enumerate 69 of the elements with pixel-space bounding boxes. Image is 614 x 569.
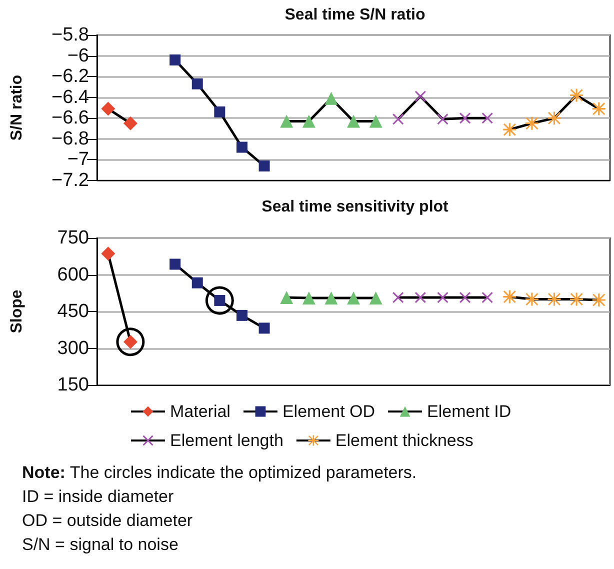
point: [192, 277, 203, 288]
point: [116, 328, 145, 356]
point: [482, 292, 493, 304]
point: [192, 78, 203, 90]
point: [324, 92, 338, 105]
point: [460, 292, 471, 304]
text: ID = inside diameter: [22, 486, 175, 508]
point: [258, 160, 270, 172]
point: [258, 322, 270, 334]
y-tick-label: 150: [57, 374, 89, 396]
point: [392, 292, 404, 304]
y-tick-label: −5.8: [51, 24, 89, 46]
point: [347, 292, 360, 305]
y-tick-label: −6.4: [51, 86, 90, 108]
y-tick-label: −6: [67, 45, 89, 66]
legend-label: Element OD: [282, 402, 376, 421]
point: [280, 291, 294, 304]
y-tick-label: 750: [57, 228, 89, 248]
legend-label: Element length: [170, 431, 284, 450]
point: [414, 90, 426, 102]
y-tick-label: −7: [67, 149, 89, 170]
point: [214, 106, 226, 118]
point: [205, 286, 234, 315]
legend-label: Element thickness: [335, 431, 474, 450]
y-tick-label: −7.2: [51, 170, 89, 191]
point: [414, 292, 426, 304]
text: S/N = signal to noise: [22, 534, 180, 556]
point: [460, 112, 471, 124]
point: [101, 102, 116, 116]
y-tick-label: 450: [57, 301, 89, 322]
point: [170, 258, 181, 270]
point: [592, 293, 606, 306]
point: [369, 292, 382, 305]
y-axis-title: Slope: [8, 290, 26, 334]
text: Note: The circles indicate the optimized parameters.: [22, 462, 417, 484]
point: [570, 88, 584, 102]
point: [347, 114, 360, 128]
point: [482, 112, 493, 124]
legend-label: Element ID: [427, 402, 512, 421]
point: [525, 116, 538, 130]
point: [123, 116, 138, 130]
point: [236, 310, 248, 321]
point: [503, 290, 516, 304]
point: [236, 142, 248, 153]
point: [548, 112, 561, 125]
chart-title: Seal time sensitivity plot: [262, 198, 450, 216]
text: OD = outside diameter: [22, 510, 194, 532]
point: [570, 292, 584, 306]
point: [437, 292, 448, 304]
point: [592, 102, 606, 116]
point: [302, 114, 316, 128]
point: [392, 114, 404, 125]
point: [548, 292, 561, 306]
y-tick-label: 300: [57, 338, 89, 359]
point: [170, 54, 181, 66]
y-tick-label: −6.2: [51, 66, 89, 88]
point: [369, 114, 382, 128]
point: [525, 292, 538, 306]
y-tick-label: 600: [57, 264, 89, 286]
point: [324, 292, 338, 305]
y-tick-label: −6.6: [51, 108, 89, 129]
point: [302, 292, 316, 305]
y-tick-label: −6.8: [51, 128, 89, 150]
point: [101, 246, 116, 261]
point: [280, 114, 294, 128]
y-axis-title: S/N ratio: [8, 74, 26, 141]
point: [437, 114, 448, 125]
chart-title: Seal time S/N ratio: [284, 6, 426, 24]
legend-label: Material: [170, 402, 230, 421]
